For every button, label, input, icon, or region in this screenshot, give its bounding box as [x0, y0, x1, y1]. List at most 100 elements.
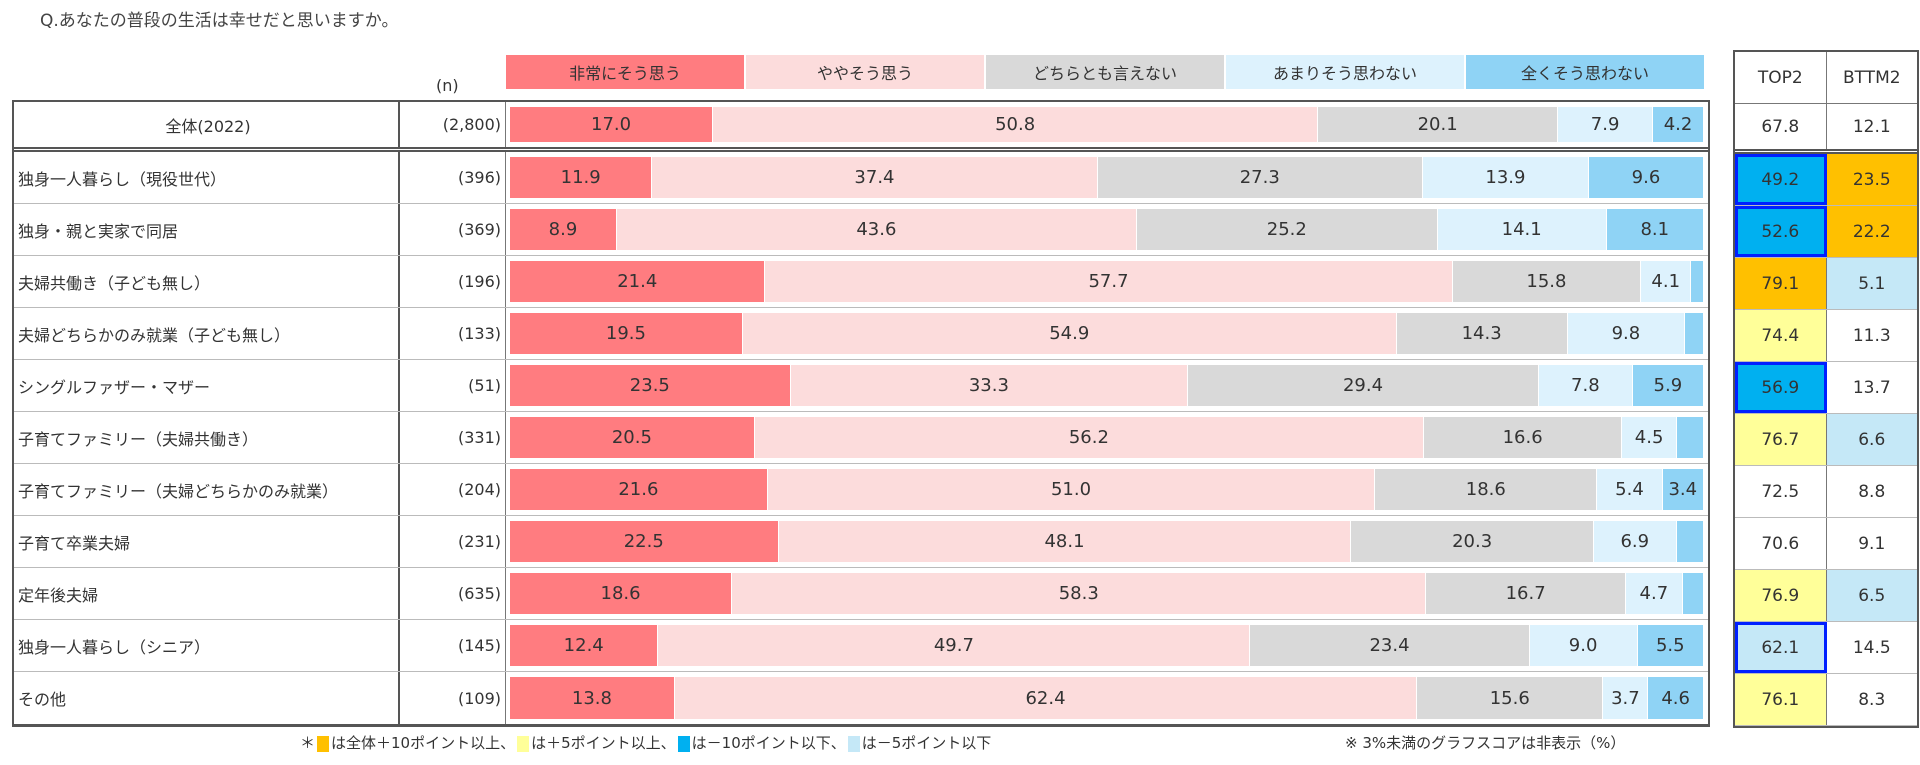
legend-item: 非常にそう思う: [506, 55, 744, 89]
table-row: 全体(2022) (2,800) 17.0 50.8 20.1 7.9 4.2: [14, 102, 1708, 152]
legend-item: 全くそう思わない: [1466, 55, 1704, 89]
bar-segment: 8.9: [510, 209, 616, 250]
bar-segment: 21.4: [510, 261, 765, 302]
legend-item: ややそう思う: [746, 55, 984, 89]
bar-segment: 50.8: [713, 107, 1318, 142]
bar-segment: 62.4: [674, 677, 1417, 719]
bar-segment: 3.7: [1603, 677, 1648, 719]
top2-cell: 79.1: [1735, 258, 1827, 309]
bar-segment: 48.1: [778, 521, 1351, 562]
bar-segment: 23.5: [510, 365, 790, 406]
summary-row: 67.8 12.1: [1735, 104, 1917, 154]
bar-segment: 29.4: [1188, 365, 1538, 406]
summary-header: BTTM2: [1842, 67, 1901, 88]
bar-segment: 5.9: [1632, 365, 1703, 406]
bttm2-cell: 11.3: [1852, 325, 1891, 346]
stacked-bar: 11.9 37.4 27.3 13.9 9.6: [506, 152, 1708, 203]
stacked-bar: 19.5 54.9 14.3 9.8: [506, 308, 1708, 359]
n-header: (n): [436, 76, 459, 95]
top2-cell: 74.4: [1735, 310, 1827, 361]
footnote-text: は＋5ポイント以上、: [531, 734, 676, 752]
footnote-prefix: ＊: [300, 734, 316, 752]
bttm2-cell: 9.1: [1858, 533, 1886, 554]
footnote-text: は全体＋10ポイント以上、: [331, 734, 516, 752]
bar-segment: 18.6: [1375, 469, 1597, 510]
bttm2-cell: 5.1: [1826, 258, 1917, 309]
row-n: (204): [400, 464, 506, 515]
bar-segment: 19.5: [510, 313, 742, 354]
bar-segment: [1685, 313, 1703, 354]
bar-segment: 9.8: [1567, 313, 1685, 354]
legend-item: あまりそう思わない: [1226, 55, 1464, 89]
bttm2-cell: 8.3: [1858, 689, 1886, 710]
bar-segment: 5.5: [1637, 625, 1703, 666]
summary-row: 52.6 22.2: [1735, 206, 1917, 258]
table-row: 独身・親と実家で同居 (369) 8.9 43.6 25.2 14.1 8.1: [14, 204, 1708, 256]
row-label: 独身一人暮らし（現役世代）: [14, 152, 400, 203]
bttm2-cell: 13.7: [1852, 377, 1891, 398]
row-label: シングルファザー・マザー: [14, 360, 400, 411]
row-n: (145): [400, 620, 506, 671]
table-row: 夫婦どちらかのみ就業（子ども無し） (133) 19.5 54.9 14.3 9.8: [14, 308, 1708, 360]
bar-segment: 58.3: [732, 573, 1426, 614]
row-n: (635): [400, 568, 506, 619]
color-swatch: [677, 735, 690, 752]
footnote-note: ※ 3%未満のグラフスコアは非表示（%）: [1345, 734, 1626, 752]
table-row: 独身一人暮らし（シニア） (145) 12.4 49.7 23.4 9.0 5.5: [14, 620, 1708, 672]
top2-cell: 70.6: [1735, 518, 1827, 569]
row-n: (2,800): [400, 102, 506, 147]
bar-segment: 3.4: [1662, 469, 1703, 510]
top2-cell: 76.7: [1735, 414, 1827, 465]
bar-segment: 15.6: [1417, 677, 1603, 719]
bttm2-cell: 22.2: [1826, 206, 1917, 257]
bar-segment: 17.0: [510, 107, 713, 142]
stacked-bar: 18.6 58.3 16.7 4.7: [506, 568, 1708, 619]
top2-cell: 76.1: [1735, 674, 1827, 725]
bar-segment: 9.6: [1588, 157, 1703, 198]
legend-item: どちらとも言えない: [986, 55, 1224, 89]
bar-segment: 5.4: [1597, 469, 1662, 510]
stacked-bar: 17.0 50.8 20.1 7.9 4.2: [506, 102, 1708, 147]
bar-segment: 37.4: [652, 157, 1097, 198]
bar-segment: 54.9: [742, 313, 1396, 354]
row-label: 定年後夫婦: [14, 568, 400, 619]
summary-table: TOP2 BTTM2 67.8 12.1 49.2 23.5 52.6 22.2 79.1 5.1…: [1733, 50, 1919, 728]
top2-cell: 67.8: [1735, 104, 1827, 149]
bttm2-cell: 23.5: [1826, 154, 1917, 205]
top2-cell: 76.9: [1735, 570, 1827, 621]
table-row: 定年後夫婦 (635) 18.6 58.3 16.7 4.7: [14, 568, 1708, 620]
bar-segment: 25.2: [1136, 209, 1437, 250]
summary-row: 76.9 6.5: [1735, 570, 1917, 622]
row-n: (196): [400, 256, 506, 307]
bar-segment: 11.9: [510, 157, 652, 198]
stacked-bar: 20.5 56.2 16.6 4.5: [506, 412, 1708, 463]
row-label: その他: [14, 672, 400, 724]
bar-segment: 13.9: [1422, 157, 1588, 198]
legend: 非常にそう思う ややそう思う どちらとも言えない あまりそう思わない 全くそう思わない: [506, 55, 1706, 89]
bar-segment: 9.0: [1529, 625, 1637, 666]
bttm2-cell: 6.6: [1826, 414, 1917, 465]
stacked-bar: 21.6 51.0 18.6 5.4 3.4: [506, 464, 1708, 515]
row-label: 子育て卒業夫婦: [14, 516, 400, 567]
table-row: 子育てファミリー（夫婦どちらかのみ就業） (204) 21.6 51.0 18.6 5.4…: [14, 464, 1708, 516]
top2-cell: 62.1: [1735, 622, 1827, 673]
row-n: (369): [400, 204, 506, 255]
bar-segment: 51.0: [767, 469, 1375, 510]
row-n: (231): [400, 516, 506, 567]
top2-cell: 49.2: [1735, 154, 1827, 205]
footnote-text: は－5ポイント以下: [861, 734, 992, 752]
row-n: (396): [400, 152, 506, 203]
bttm2-cell: 14.5: [1852, 637, 1891, 658]
summary-row: 76.7 6.6: [1735, 414, 1917, 466]
bar-segment: 49.7: [658, 625, 1250, 666]
stacked-bar: 12.4 49.7 23.4 9.0 5.5: [506, 620, 1708, 671]
summary-row: 56.9 13.7: [1735, 362, 1917, 414]
bar-segment: 57.7: [765, 261, 1452, 302]
bttm2-cell: 8.8: [1858, 481, 1886, 502]
bar-segment: 4.7: [1625, 573, 1682, 614]
summary-row: 49.2 23.5: [1735, 154, 1917, 206]
row-label: 全体(2022): [14, 102, 400, 147]
bar-segment: 20.1: [1318, 107, 1558, 142]
bar-segment: [1676, 417, 1703, 458]
